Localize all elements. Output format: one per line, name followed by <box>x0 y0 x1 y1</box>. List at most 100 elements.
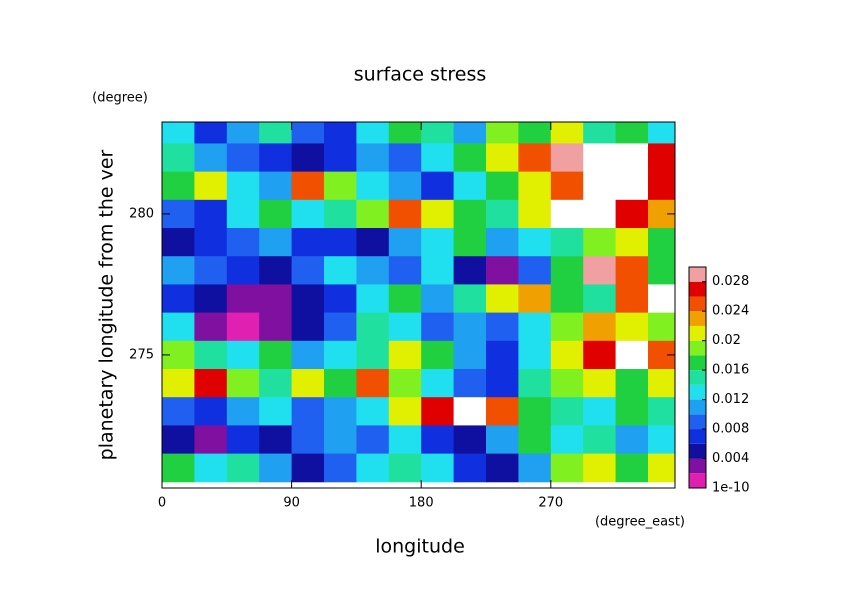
cell <box>324 425 357 455</box>
cell <box>648 425 675 455</box>
cell <box>518 397 552 426</box>
cell <box>486 425 519 455</box>
cell <box>615 425 649 455</box>
cell <box>550 312 584 342</box>
cell <box>583 369 617 398</box>
x-tick-label: 270 <box>538 496 563 511</box>
cell <box>550 397 584 426</box>
cell <box>388 171 422 201</box>
cell <box>324 199 357 229</box>
cell <box>194 340 228 370</box>
cell <box>648 256 675 285</box>
cell <box>615 397 649 426</box>
cell <box>615 228 649 257</box>
colorbar-band <box>689 281 706 297</box>
cell <box>421 199 455 229</box>
cell <box>583 453 617 483</box>
cell <box>421 122 455 144</box>
cell <box>550 284 584 314</box>
cell <box>226 122 260 144</box>
x-tick-label: 0 <box>158 496 166 511</box>
cell <box>226 425 260 455</box>
cell <box>291 256 325 285</box>
cell <box>226 199 260 229</box>
cell <box>615 284 649 314</box>
colorbar-tick-label: 0.004 <box>712 451 749 466</box>
cell <box>226 171 260 201</box>
cell <box>291 122 325 144</box>
cell <box>453 256 487 285</box>
heatmap <box>162 122 675 483</box>
cell <box>388 453 422 483</box>
cell <box>550 340 584 370</box>
cell <box>550 425 584 455</box>
x-unit: (degree_east) <box>595 515 685 530</box>
cell <box>356 199 390 229</box>
cell <box>162 397 195 426</box>
colorbar-band <box>689 325 706 341</box>
cell <box>583 284 617 314</box>
cell <box>615 256 649 285</box>
cell <box>259 199 293 229</box>
cell <box>486 143 519 173</box>
cell <box>615 312 649 342</box>
cell <box>421 256 455 285</box>
cell <box>486 369 519 398</box>
cell <box>259 228 293 257</box>
cell <box>550 228 584 257</box>
cell <box>453 312 487 342</box>
cell <box>226 256 260 285</box>
cell <box>324 171 357 201</box>
cell <box>453 171 487 201</box>
cell <box>388 340 422 370</box>
cell <box>421 369 455 398</box>
cell <box>421 171 455 201</box>
cell <box>356 256 390 285</box>
x-tick-label: 180 <box>409 496 434 511</box>
cell <box>291 171 325 201</box>
cell <box>259 171 293 201</box>
cell <box>194 256 228 285</box>
cell <box>291 199 325 229</box>
cell <box>194 199 228 229</box>
cell <box>550 122 584 144</box>
cell <box>194 143 228 173</box>
cell <box>615 122 649 144</box>
cell <box>550 171 584 201</box>
cell <box>388 397 422 426</box>
cell <box>194 171 228 201</box>
cell <box>324 256 357 285</box>
cell <box>388 199 422 229</box>
cell <box>518 256 552 285</box>
cell <box>648 143 675 173</box>
y-unit: (degree) <box>92 91 148 106</box>
cell <box>583 312 617 342</box>
cell <box>615 143 649 173</box>
chart-title: surface stress <box>354 64 487 86</box>
cell <box>421 228 455 257</box>
cell <box>194 425 228 455</box>
cell <box>615 199 649 229</box>
cell <box>486 284 519 314</box>
cell <box>486 256 519 285</box>
y-tick-label: 280 <box>129 206 154 221</box>
y-axis-label: planetary longitude from the ver <box>96 149 118 460</box>
cell <box>648 340 675 370</box>
cell <box>648 228 675 257</box>
cell <box>518 171 552 201</box>
cell <box>162 284 195 314</box>
cell <box>226 369 260 398</box>
cell <box>162 143 195 173</box>
cell <box>486 228 519 257</box>
cell <box>518 312 552 342</box>
cell <box>421 312 455 342</box>
cell <box>291 143 325 173</box>
cell <box>356 397 390 426</box>
cell <box>194 228 228 257</box>
cell <box>648 312 675 342</box>
cell <box>486 122 519 144</box>
colorbar-tick-label: 0.024 <box>712 304 749 319</box>
cell <box>356 312 390 342</box>
cell <box>356 369 390 398</box>
cell <box>518 228 552 257</box>
